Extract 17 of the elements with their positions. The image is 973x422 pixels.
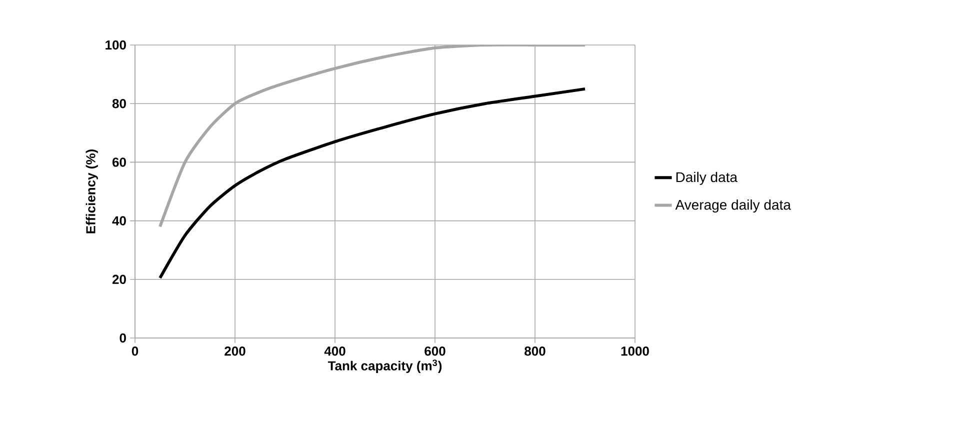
y-tick-label: 100 <box>106 40 126 50</box>
x-tick-label: 400 <box>324 346 346 356</box>
y-tick-label: 80 <box>112 98 126 108</box>
x-tick-label: 600 <box>424 346 446 356</box>
y-tick-label: 20 <box>112 274 126 284</box>
x-tick-label: 800 <box>524 346 546 356</box>
x-axis-title: Tank capacity (m$^{3}$) <box>328 360 442 373</box>
legend-label: Average daily data <box>675 199 791 213</box>
x-tick-label: 0 <box>132 346 138 356</box>
legend-label: Daily data <box>676 172 738 185</box>
y-tick-label: 0 <box>120 333 126 343</box>
x-tick-label: 1000 <box>621 346 649 356</box>
line-series <box>158 87 587 280</box>
x-tick-label: 200 <box>224 346 246 356</box>
y-tick-label: 60 <box>112 158 126 167</box>
y-tick-label: 40 <box>112 216 126 226</box>
y-axis-title: Efficiency (%) <box>86 150 98 234</box>
